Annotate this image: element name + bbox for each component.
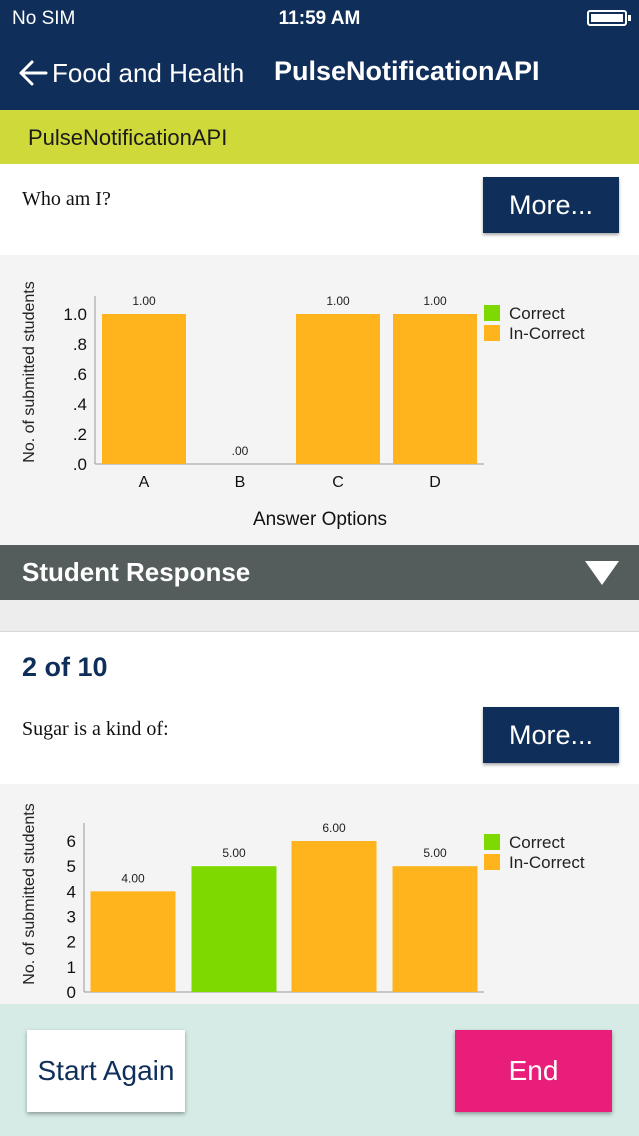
subheader: PulseNotificationAPI xyxy=(0,110,639,164)
question-text: Who am I? xyxy=(22,188,111,210)
bar-value-label: 1.00 xyxy=(132,294,156,308)
bar-2 xyxy=(191,866,277,992)
bar-A xyxy=(102,314,186,464)
x-category-label: A xyxy=(139,474,150,491)
bar-value-label: 1.00 xyxy=(423,294,447,308)
bar-value-label: 1.00 xyxy=(326,294,350,308)
end-button[interactable]: End xyxy=(455,1030,612,1112)
bar-value-label: 4.00 xyxy=(121,871,145,885)
legend-label: Correct xyxy=(509,304,565,323)
y-tick-label: 1 xyxy=(67,958,76,977)
student-response-bar[interactable]: Student Response xyxy=(0,545,639,600)
y-axis-label: No. of submitted students xyxy=(21,281,38,462)
carrier-label: No SIM xyxy=(12,8,76,29)
x-category-label: B xyxy=(235,474,246,491)
y-tick-label: .2 xyxy=(73,425,87,444)
bar-value-label: 5.00 xyxy=(222,846,246,860)
x-category-label: C xyxy=(332,474,344,491)
legend-swatch-incorrect xyxy=(484,325,500,341)
bar-value-label: .00 xyxy=(232,444,249,458)
bar-value-label: 5.00 xyxy=(423,846,447,860)
y-tick-label: 2 xyxy=(67,933,76,952)
back-label: Food and Health xyxy=(52,57,245,88)
more-button[interactable]: More... xyxy=(483,707,619,763)
y-tick-label: .4 xyxy=(73,395,87,414)
footer: Start Again End xyxy=(0,1004,639,1136)
back-button[interactable]: Food and Health xyxy=(16,52,244,94)
legend-label: In-Correct xyxy=(509,324,585,343)
question-row-1: Who am I? More... xyxy=(0,164,639,244)
chart-answer-options: No. of submitted students .0 .2 .4 .6 .8 1.0 1.… xyxy=(0,255,639,545)
y-axis-label: No. of submitted students xyxy=(21,803,38,984)
navigation-bar: Food and Health PulseNotificationAPI xyxy=(0,36,639,110)
clock-time: 11:59 AM xyxy=(278,8,361,29)
section-divider xyxy=(0,600,639,632)
student-response-label: Student Response xyxy=(22,557,251,587)
y-tick-label: 4 xyxy=(67,882,76,901)
question-row-2: Sugar is a kind of: More... xyxy=(0,694,639,774)
bar-value-label: 6.00 xyxy=(322,821,346,835)
x-axis-label: Answer Options xyxy=(253,509,387,530)
chart-svg: No. of submitted students 0 1 2 3 4 5 6 4.00 5.00… xyxy=(21,803,585,1002)
y-tick-label: 5 xyxy=(67,857,76,876)
back-arrow-icon xyxy=(19,60,48,86)
triangle-down-icon[interactable] xyxy=(585,561,619,585)
status-bar: No SIM 11:59 AM xyxy=(0,0,639,36)
question-text: Sugar is a kind of: xyxy=(22,718,169,740)
y-tick-label: 0 xyxy=(67,983,76,1002)
legend-label: Correct xyxy=(509,833,565,852)
y-tick-label: .8 xyxy=(73,335,87,354)
y-tick-label: .6 xyxy=(73,365,87,384)
bar-D xyxy=(393,314,477,464)
y-tick-label: 1.0 xyxy=(63,305,87,324)
chart-svg: No. of submitted students .0 .2 .4 .6 .8 1.0 1.… xyxy=(21,281,585,530)
page-title: PulseNotificationAPI xyxy=(274,56,540,86)
question-counter: 2 of 10 xyxy=(22,652,108,682)
y-tick-label: .0 xyxy=(73,455,87,474)
chart-answer-options-2: No. of submitted students 0 1 2 3 4 5 6 4.00 5.00… xyxy=(0,784,639,1004)
bar-C xyxy=(296,314,380,464)
x-category-label: D xyxy=(429,474,441,491)
legend-swatch-incorrect xyxy=(484,854,500,870)
battery-icon xyxy=(587,10,631,26)
legend-swatch-correct xyxy=(484,834,500,850)
bar-1 xyxy=(90,891,176,992)
start-again-button[interactable]: Start Again xyxy=(27,1030,185,1112)
legend-swatch-correct xyxy=(484,305,500,321)
y-tick-label: 6 xyxy=(67,832,76,851)
subheader-label: PulseNotificationAPI xyxy=(28,125,228,150)
more-button[interactable]: More... xyxy=(483,177,619,233)
bar-3 xyxy=(291,841,377,992)
legend-label: In-Correct xyxy=(509,853,585,872)
bar-4 xyxy=(392,866,478,992)
y-tick-label: 3 xyxy=(67,908,76,927)
